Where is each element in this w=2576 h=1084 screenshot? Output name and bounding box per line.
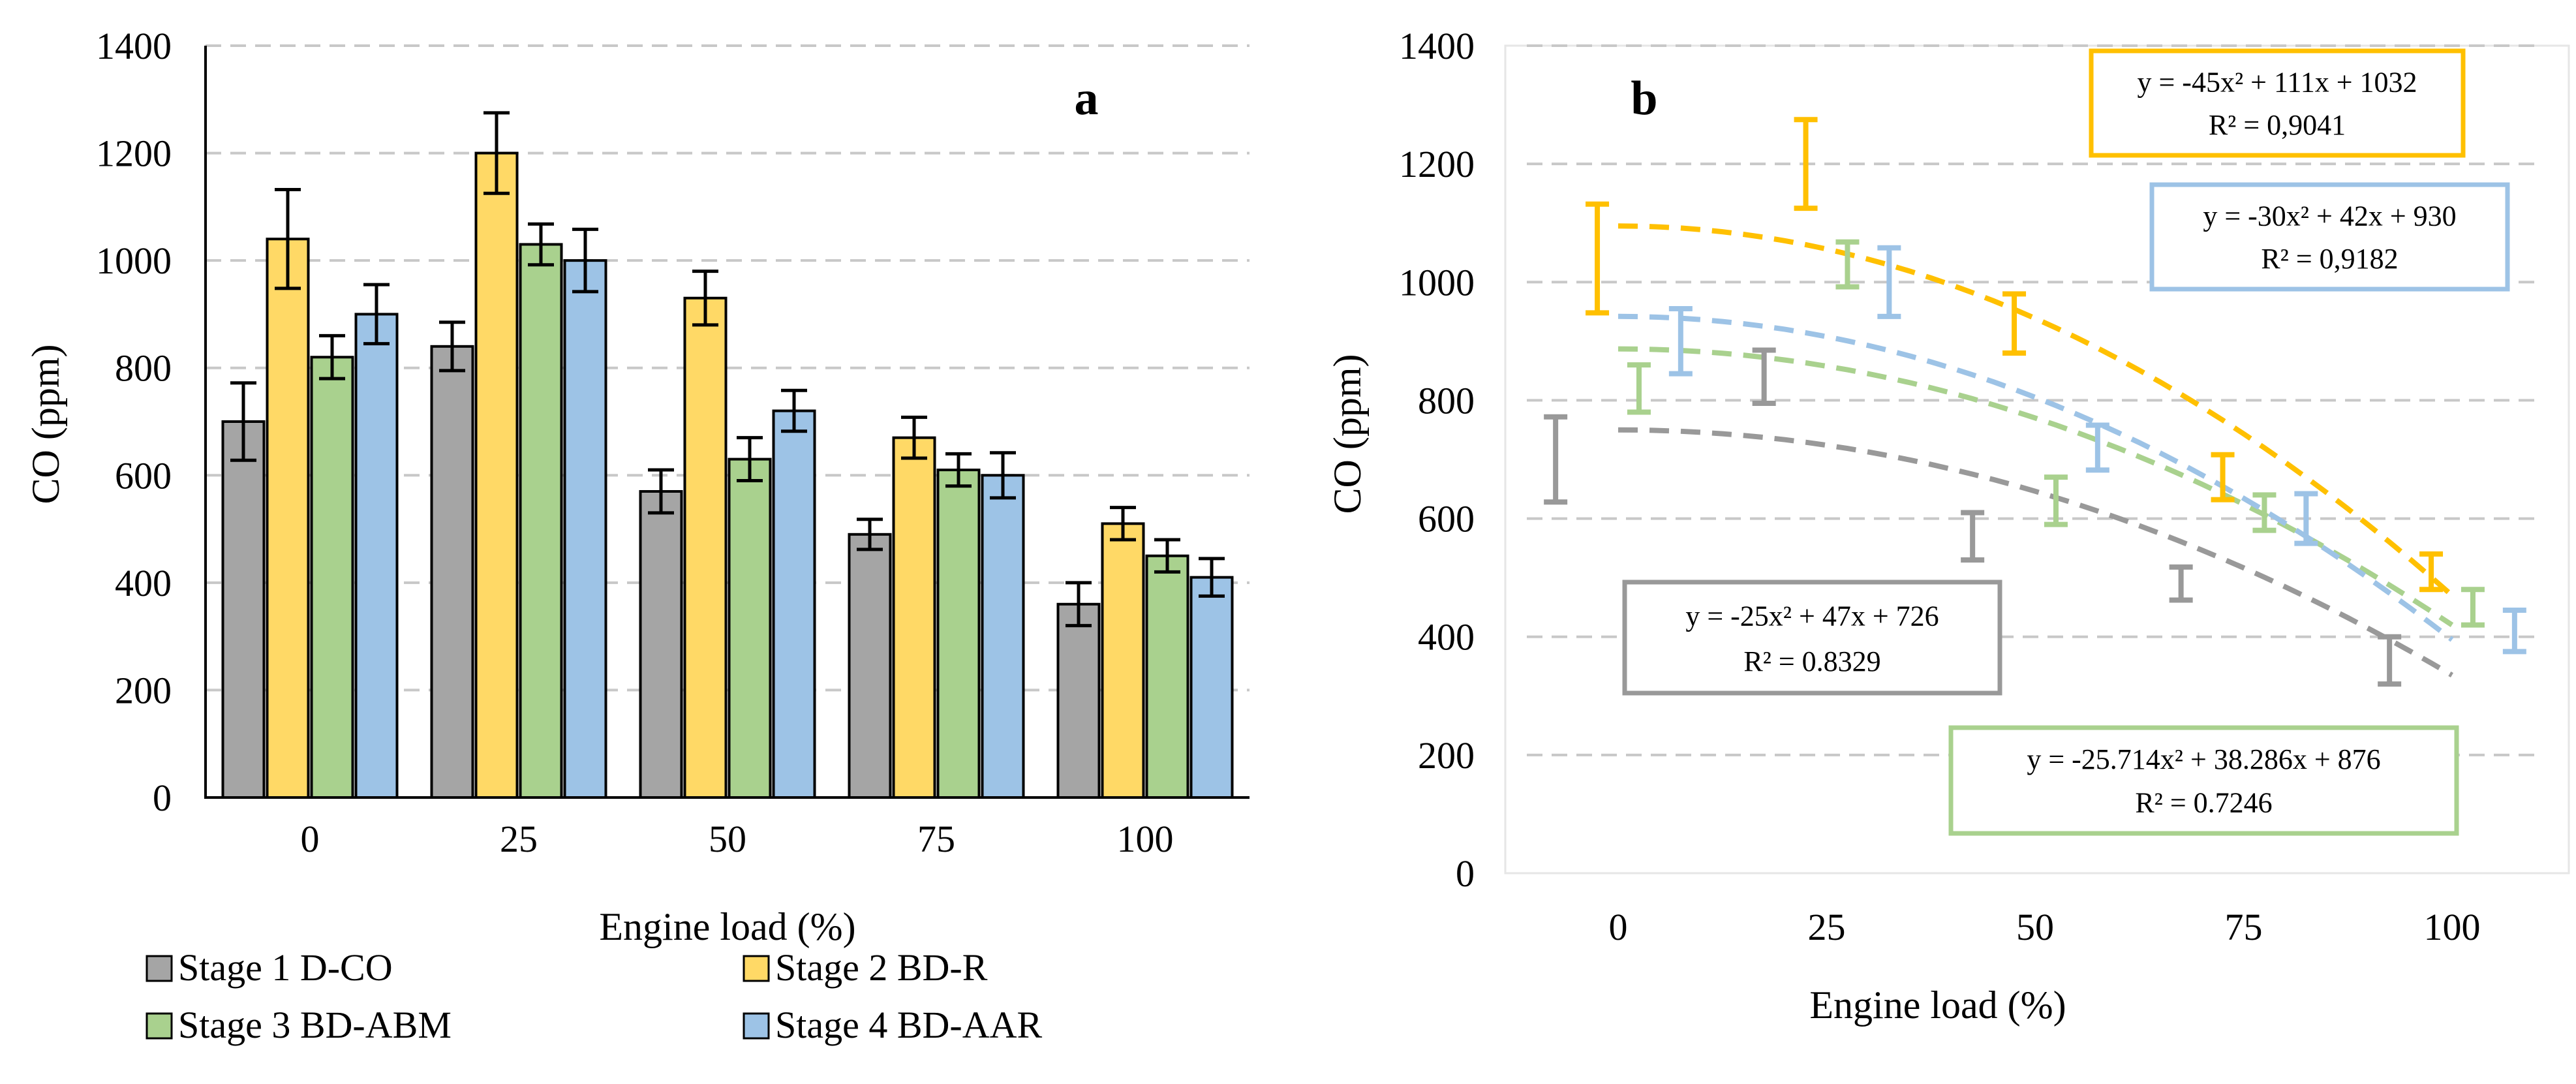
panel-a-x-axis-title: Engine load (%) (599, 905, 855, 948)
panel-a-bars (221, 111, 1234, 799)
panel-b-equation-text: y = -25x² + 47x + 726 (1685, 600, 1939, 632)
panel-a-bar (772, 409, 816, 799)
panel-b-x-tick-label: 50 (2016, 906, 2054, 948)
panel-a-bar (936, 469, 981, 799)
panel-a-bar (892, 436, 936, 799)
panel-b-y-tick-label: 0 (1456, 852, 1475, 895)
panel-b-trendlines (1618, 223, 2454, 678)
panel-a-letter: a (1075, 72, 1099, 125)
panel-a-y-tick-label: 200 (115, 669, 172, 711)
panel-a-x-tick-label: 75 (917, 818, 955, 860)
panel-a-bar (1101, 522, 1145, 799)
panel-a-bar (1056, 602, 1101, 799)
panel-b-y-tick-label: 200 (1418, 734, 1475, 777)
panel-a-bar (354, 313, 399, 799)
panel-b-trendline (1618, 313, 2454, 642)
panel-a-y-tick-label: 800 (115, 347, 172, 390)
legend-label: Stage 3 BD-ABM (178, 1004, 452, 1046)
panel-a-bar-chart: 0 200 400 600 800 1000 1200 1400 0 25 50 75 100 a E… (24, 25, 1250, 1046)
legend-swatch (743, 955, 770, 982)
legend-swatch (146, 955, 173, 982)
panel-a-bar (221, 420, 266, 799)
panel-b-y-tick-label: 1400 (1399, 25, 1475, 67)
panel-a-bar (683, 296, 728, 799)
panel-b-gridlines (1527, 44, 2541, 756)
panel-a-y-tick-label: 1200 (96, 132, 172, 175)
panel-b-equation-text: y = -30x² + 42x + 930 (2203, 200, 2456, 232)
panel-b-equation-text: y = -25.714x² + 38.286x + 876 (2027, 743, 2380, 775)
panel-b-r-squared-text: R² = 0,9182 (2261, 243, 2398, 275)
panel-b-x-tick-label: 75 (2225, 906, 2263, 948)
panel-b-trendline (1618, 427, 2454, 678)
panel-b-x-axis-title: Engine load (%) (1809, 983, 2066, 1027)
panel-a-bar (728, 457, 772, 799)
panel-b-scatter-chart: 0 200 400 600 800 1000 1200 1400 0 25 50 75 100 b E… (1326, 25, 2570, 1027)
panel-a-bar (474, 151, 519, 799)
panel-a-bar (519, 243, 563, 799)
panel-b-equation-box (2089, 48, 2466, 158)
panel-a-y-tick-labels: 0 200 400 600 800 1000 1200 1400 (96, 25, 172, 819)
panel-b-y-tick-label: 800 (1418, 379, 1475, 422)
panel-b-r-squared-text: R² = 0.7246 (2135, 787, 2272, 819)
panel-a-y-axis-title: CO (ppm) (24, 345, 67, 504)
panel-b-x-tick-label: 0 (1609, 906, 1628, 948)
legend-swatch (146, 1012, 173, 1040)
panel-a-bar (1145, 554, 1189, 799)
panel-a-x-tick-label: 25 (500, 818, 538, 860)
panel-b-letter: b (1631, 72, 1657, 125)
panel-a-bar (981, 474, 1025, 799)
panel-b-y-tick-label: 600 (1418, 498, 1475, 540)
panel-a-bar (639, 489, 683, 799)
legend-label: Stage 1 D-CO (178, 946, 393, 989)
panel-a-x-tick-labels: 0 25 50 75 100 (301, 818, 1174, 860)
legend-swatch (743, 1012, 770, 1040)
panel-b-r-squared-text: R² = 0.8329 (1743, 645, 1880, 677)
legend-label: Stage 2 BD-R (775, 946, 988, 989)
panel-b-y-tick-label: 400 (1418, 616, 1475, 658)
panel-a-bar (430, 345, 474, 799)
panel-a-y-tick-label: 1000 (96, 240, 172, 282)
panel-a-legend: Stage 1 D-CO Stage 2 BD-R Stage 3 BD-ABM St… (146, 946, 1043, 1046)
panel-a-y-tick-label: 600 (115, 454, 172, 497)
panel-b-y-tick-labels: 0 200 400 600 800 1000 1200 1400 (1399, 25, 1475, 895)
panel-a-y-tick-label: 400 (115, 562, 172, 604)
panel-a-bar (310, 356, 354, 799)
panel-b-trendline (1618, 223, 2454, 598)
panel-b-trendline (1618, 346, 2454, 627)
panel-b-error-bars (1544, 117, 2526, 687)
panel-b-equation-box (2149, 182, 2510, 292)
panel-a-bar (1189, 576, 1234, 799)
panel-b-x-tick-label: 100 (2424, 906, 2481, 948)
panel-a-bar (848, 533, 892, 799)
panel-b-y-axis-title: CO (ppm) (1326, 354, 1369, 514)
panel-b-x-tick-label: 25 (1808, 906, 1846, 948)
panel-a-x-tick-label: 0 (301, 818, 320, 860)
panel-b-equation-box (1948, 725, 2459, 836)
panel-a-axes (204, 46, 1250, 799)
panel-a-x-tick-label: 50 (709, 818, 746, 860)
panel-a-y-tick-label: 1400 (96, 25, 172, 67)
legend-label: Stage 4 BD-AAR (775, 1004, 1043, 1046)
panel-b-equation-text: y = -45x² + 111x + 1032 (2137, 66, 2417, 98)
panel-b-y-tick-label: 1000 (1399, 261, 1475, 303)
panel-a-y-tick-label: 0 (153, 777, 172, 819)
panel-a-bar (266, 238, 310, 799)
panel-b-y-tick-label: 1200 (1399, 143, 1475, 185)
panel-b-equation-box (1622, 580, 2002, 696)
panel-a-x-tick-label: 100 (1117, 818, 1174, 860)
panel-b-x-tick-labels: 0 25 50 75 100 (1609, 906, 2481, 948)
panel-a-bar (563, 259, 607, 799)
panel-b-r-squared-text: R² = 0,9041 (2209, 109, 2346, 141)
panel-b-equation-boxes: y = -45x² + 111x + 1032 R² = 0,9041 y = -3… (1622, 48, 2510, 836)
